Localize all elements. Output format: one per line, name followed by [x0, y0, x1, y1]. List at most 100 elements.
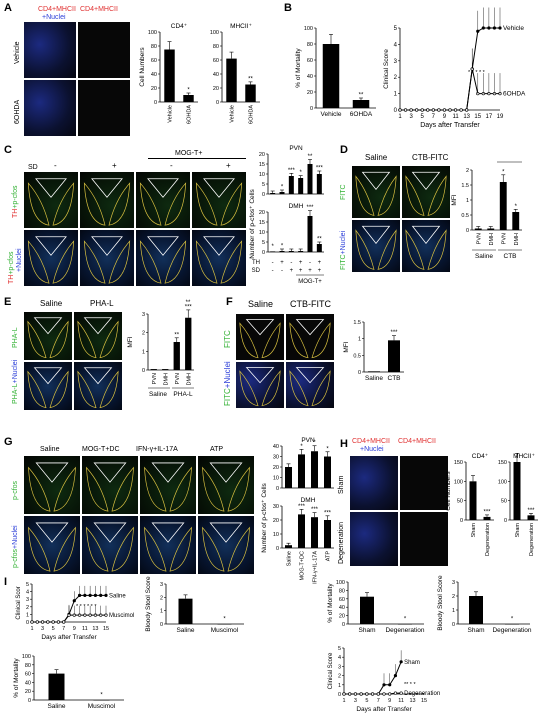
g-pvn-ytick-label: 20 — [273, 465, 279, 471]
h-stool-bar — [469, 596, 483, 624]
h-mortality-ytick-label: 40 — [339, 605, 345, 611]
f-dmh-outline-right — [261, 370, 281, 407]
h-micro-4 — [400, 512, 448, 566]
i-mortality-ytick-label: 100 — [22, 654, 31, 660]
b-clinical-series-line — [400, 68, 500, 111]
i-mortality-bar — [48, 673, 65, 700]
i-clinical-series-label: Saline — [109, 593, 126, 599]
c-pvn-title: PVN — [289, 145, 303, 152]
a-mhcii-category: Vehicle — [230, 105, 236, 123]
b-clinical-point — [437, 108, 441, 112]
g-pvn-bar — [324, 456, 331, 488]
c-sd2-value: - — [281, 268, 283, 274]
b-clinical-xtick-label: 19 — [497, 114, 504, 120]
e-ytick-label: 3 — [142, 312, 145, 318]
d-dmh-outline-right — [427, 229, 447, 270]
g-dmh-outline-left — [202, 466, 225, 512]
c-dmh-outline-right — [220, 182, 243, 226]
f-row2-label: FITC+Nuclei — [223, 361, 232, 406]
i-mortality-ytick-label: 60 — [25, 672, 31, 678]
i-clinical-ytick-label: 1 — [26, 612, 29, 618]
h-mortality-ytick-label: 0 — [342, 622, 345, 628]
f-dmh-outline-right — [311, 322, 331, 359]
b-clinical-ytick-label: 2 — [394, 75, 398, 81]
g-category: IFN-γ+IL-17A — [313, 551, 319, 584]
d-dmh-outline-left — [405, 175, 425, 216]
c-dmh-bar — [307, 216, 313, 252]
h-stool-ylabel: Bloody Stool Score — [437, 575, 444, 631]
h-mhcii-ytick-label: 100 — [498, 479, 507, 485]
h-micro-2 — [400, 456, 448, 510]
c-sd-1: - — [54, 161, 57, 170]
a-row2-label: 6OHDA — [14, 99, 21, 124]
i-clinical-xtick-label: 1 — [30, 626, 33, 632]
h-clinical-point — [393, 691, 398, 695]
b-clinical-point — [420, 108, 424, 112]
i-clinical-point — [30, 620, 34, 624]
b-clinical-xtick-label: 9 — [443, 114, 447, 120]
d-ytick-label: 2 — [466, 168, 469, 174]
e-row1-label: PHA-L — [12, 327, 19, 348]
h-clinical-point — [388, 692, 392, 696]
f-micro-4 — [286, 362, 334, 408]
c-pvn-ytick-label: 0 — [262, 192, 265, 198]
g-category: MOG-T+DC — [300, 551, 306, 581]
b-mortality-ytick-label: 80 — [307, 42, 313, 48]
c-dmh-title: DMH — [289, 203, 304, 210]
f-pvn-outline — [295, 319, 325, 336]
e-micro-2 — [74, 312, 122, 360]
b-clinical-point — [403, 108, 408, 112]
c-mog-line — [148, 158, 246, 159]
d-outlines — [355, 171, 447, 270]
b-clinical-point — [448, 108, 452, 112]
h-clinical-point — [348, 692, 352, 696]
g-category: ATP — [326, 551, 332, 562]
i-clinical-xtick-label: 7 — [62, 626, 65, 632]
a-micrograph-vehicle-cd4 — [78, 22, 130, 78]
c-dmh-outline-left — [27, 240, 50, 284]
c-dmh-outline-right — [108, 182, 131, 226]
f-dmh-outline-right — [311, 370, 331, 407]
e-dmh-outline-left — [77, 370, 97, 409]
c-dmh-outline-left — [195, 240, 218, 284]
b-mortality-category: 6OHDA — [350, 111, 373, 118]
c-dmh-outline-left — [195, 182, 218, 226]
c-dmh-sig: *** — [306, 205, 314, 211]
a-micrograph-6ohda-merge — [24, 80, 76, 136]
i-clinical-stars: * * * * * * — [76, 604, 97, 610]
h-clinical-point — [382, 692, 386, 696]
c-th-value: - — [309, 260, 311, 266]
d-micro-4 — [402, 220, 450, 272]
g-dmh-bar — [285, 545, 292, 548]
d-category: DMH — [489, 233, 495, 246]
d-row1-label: FITC — [340, 184, 347, 200]
g-dmh-outline-left — [202, 526, 225, 572]
a-mhcii-ytick-label: 60 — [213, 58, 219, 64]
i-stool-ytick-label: 1 — [160, 609, 163, 615]
c-dmh-outline-right — [52, 240, 75, 284]
c-dmh-bar — [298, 251, 304, 252]
d-dmh-outline-left — [355, 229, 375, 270]
a-cd4-ytick-label: 60 — [151, 58, 157, 64]
g-dmh-outline-left — [28, 466, 51, 512]
b-clinical-ytick-label: 1 — [394, 92, 398, 98]
e-category: PVN — [175, 373, 181, 384]
d-dmh-outline-left — [405, 229, 425, 270]
i-stool-bar — [217, 624, 232, 625]
d-sig: * — [515, 204, 518, 210]
h-stool-ytick-label: 2 — [452, 594, 455, 600]
c-micro-6 — [80, 230, 134, 286]
h-stool-ytick-label: 0 — [452, 622, 455, 628]
f-pvn-outline — [295, 367, 325, 384]
c-sd-4: + — [226, 161, 231, 170]
h-mortality-ytick-label: 100 — [336, 580, 345, 586]
h-mhcii-category: Sham — [515, 523, 521, 538]
e-pvn-outline — [83, 317, 113, 335]
d-col2: CTB-FITC — [412, 153, 449, 162]
g-micro-1 — [24, 456, 80, 514]
h-micro-1 — [350, 456, 398, 510]
c-pvn-outline — [91, 178, 123, 198]
d-pvn-outline — [361, 225, 391, 245]
e-dmh-outline-left — [77, 320, 97, 359]
